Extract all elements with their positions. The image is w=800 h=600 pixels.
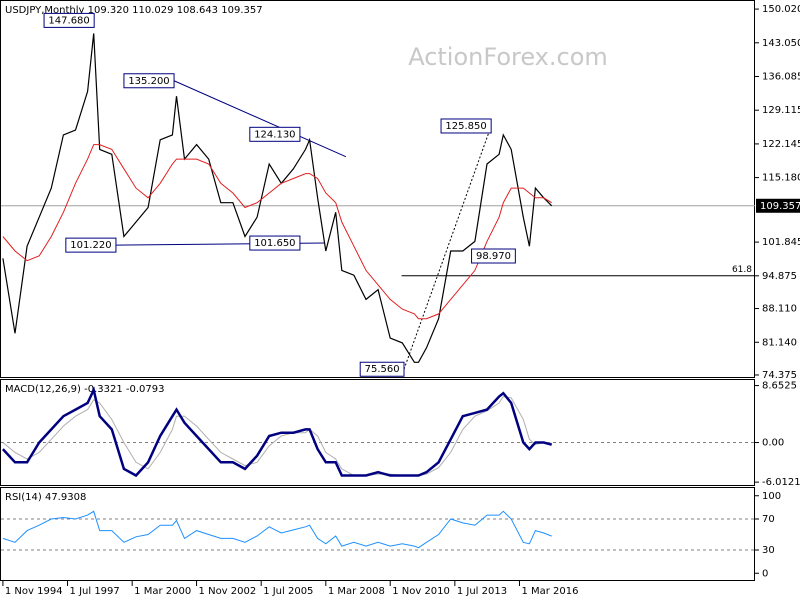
level-label: 0.00 <box>762 438 784 449</box>
price-label: 109.357 <box>760 201 800 212</box>
annotation-box <box>65 237 117 253</box>
y-tick-label: 136.085 <box>762 71 800 82</box>
series-line <box>2 510 552 549</box>
annotation-box <box>440 118 492 134</box>
panel-title: MACD(12,26,9) -0.3321 -0.0793 <box>5 384 165 395</box>
y-tick-label: 150.020 <box>762 4 800 15</box>
y-tick-label: 81.140 <box>762 337 797 348</box>
annotation-label: 124.130 <box>254 129 295 140</box>
x-tick-label: 1 Jul 2013 <box>457 586 507 597</box>
y-tick-label: 115.180 <box>762 173 800 184</box>
series-line <box>2 33 553 363</box>
y-tick-label: 129.115 <box>762 105 800 116</box>
annotation-label: 98.970 <box>476 251 511 262</box>
y-tick-label: 88.110 <box>762 304 797 315</box>
annotation-box <box>249 235 301 251</box>
y-tick-label: 101.845 <box>762 237 800 248</box>
x-tick-label: 1 Jul 2005 <box>263 586 313 597</box>
y-tick-label: 94.875 <box>762 271 797 282</box>
x-tick-label: 1 Nov 2010 <box>392 586 450 597</box>
series-line <box>2 395 552 476</box>
annotation-box <box>123 73 175 89</box>
y-tick-label: 100 <box>762 491 781 502</box>
macd-panel <box>0 379 755 486</box>
x-tick-label: 1 Mar 2016 <box>521 586 578 597</box>
annotation-label: 101.650 <box>254 238 295 249</box>
annotation-label: 101.220 <box>70 240 111 251</box>
level-label: 30 <box>762 545 775 556</box>
trendline <box>403 125 492 370</box>
price-panel <box>0 0 755 378</box>
x-tick-label: 1 Jul 1997 <box>70 586 120 597</box>
level-label: 70 <box>762 514 775 525</box>
annotation-label: 125.850 <box>445 121 486 132</box>
series-line <box>1 386 553 478</box>
y-tick-label: 143.050 <box>762 38 800 49</box>
trendline <box>173 80 347 158</box>
annotation-label: 147.680 <box>48 15 89 26</box>
y-tick-label: 122.145 <box>762 139 800 150</box>
y-tick-label: -6.0121 <box>762 477 800 488</box>
x-tick-label: 1 Mar 2000 <box>134 586 191 597</box>
x-tick-label: 1 Nov 1994 <box>5 586 63 597</box>
price-label-box <box>756 198 800 213</box>
watermark: ActionForex.com <box>408 43 608 71</box>
annotation-box <box>249 126 301 142</box>
y-tick-label: 0 <box>762 568 768 579</box>
annotation-box <box>43 12 95 28</box>
x-tick-label: 1 Nov 2002 <box>199 586 257 597</box>
x-tick-label: 1 Mar 2008 <box>328 586 385 597</box>
annotation-box <box>359 361 405 377</box>
fib-label: 61.8 <box>732 265 752 275</box>
panel-title: USDJPY,Monthly 109.320 110.029 108.643 1… <box>5 5 263 16</box>
rsi-panel <box>0 487 755 581</box>
y-tick-label: 8.6525 <box>762 381 797 392</box>
annotation-label: 75.560 <box>365 364 400 375</box>
y-tick-label: 74.375 <box>762 370 797 381</box>
annotation-label: 135.200 <box>128 76 169 87</box>
annotation-box <box>471 248 516 264</box>
panel-title: RSI(14) 47.9308 <box>5 492 86 503</box>
series-line <box>2 144 552 320</box>
